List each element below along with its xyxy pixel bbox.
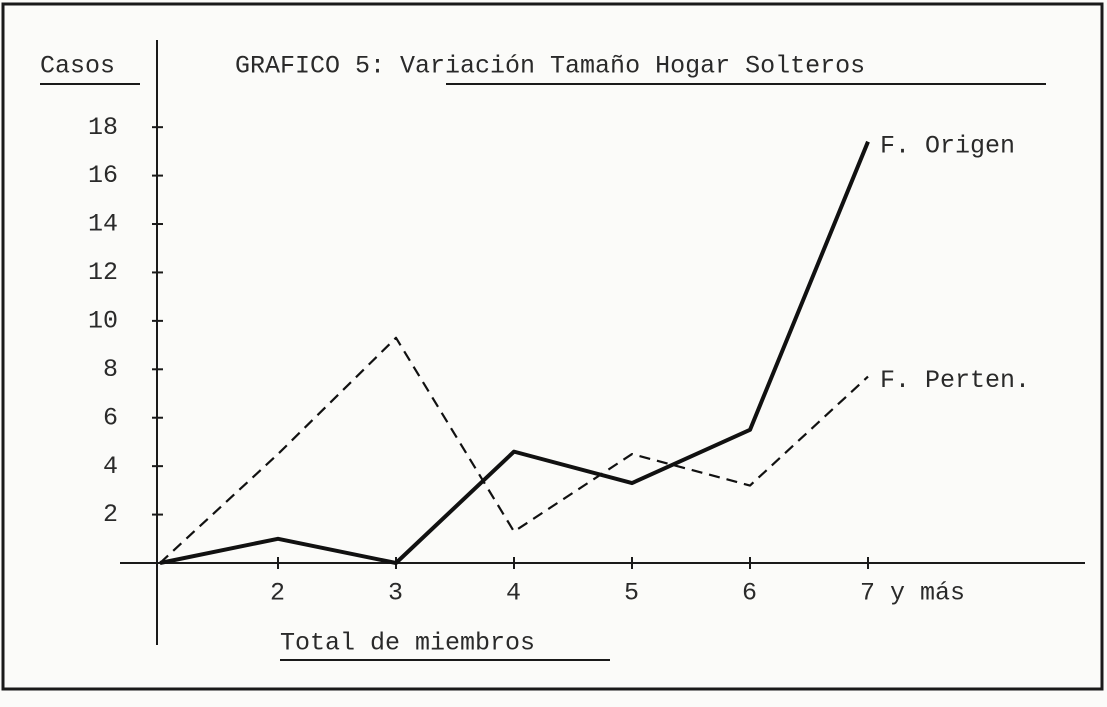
y-tick-label: 2 [103,500,118,529]
y-tick-label: 6 [103,403,118,432]
series-label: F. Origen [880,131,1015,160]
x-tick-label: 4 [506,579,521,608]
y-tick-label: 4 [103,452,118,481]
line-series [159,336,869,564]
y-tick-label: 8 [103,355,118,384]
x-tick-label: 3 [388,579,403,608]
x-axis-label: Total de miembros [280,629,535,658]
series-label: F. Perten. [880,366,1030,395]
y-tick-label: 14 [88,210,118,239]
frame [1,2,1104,691]
y-tick-label: 18 [88,113,118,142]
line-series [159,140,870,565]
x-tick-label: 6 [742,579,757,608]
x-tick-label: 5 [624,579,639,608]
x-tick-label: 7 y más [860,579,965,608]
y-axis-label: Casos [40,52,115,81]
x-tick-label: 2 [270,579,285,608]
chart-title: GRAFICO 5: Variación Tamaño Hogar Solter… [235,52,865,81]
y-tick-label: 16 [88,161,118,190]
y-tick-label: 10 [88,306,118,335]
y-tick-label: 12 [88,258,118,287]
